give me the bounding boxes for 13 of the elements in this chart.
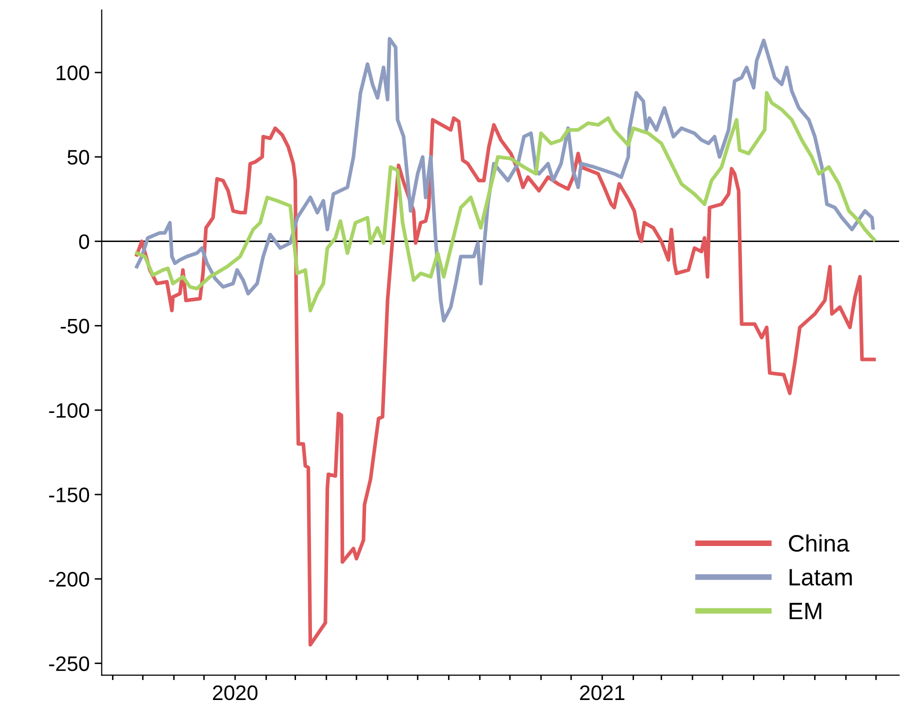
legend-label: China [788,534,850,552]
y-tick-label: 100 [56,66,90,80]
y-tick-label: -100 [49,403,90,418]
legend-label: EM [790,602,822,620]
y-tick-label: -250 [49,656,90,672]
y-tick-label: -50 [60,318,90,334]
y-tick-label: 50 [68,150,90,165]
x-tick-label: 2021 [580,685,624,700]
y-tick-label: 0 [79,234,90,250]
legend-label: Latam [790,569,852,586]
x-tick-label: 2020 [212,685,258,700]
y-tick-label: -200 [49,572,90,587]
y-tick-label: -150 [49,488,90,502]
